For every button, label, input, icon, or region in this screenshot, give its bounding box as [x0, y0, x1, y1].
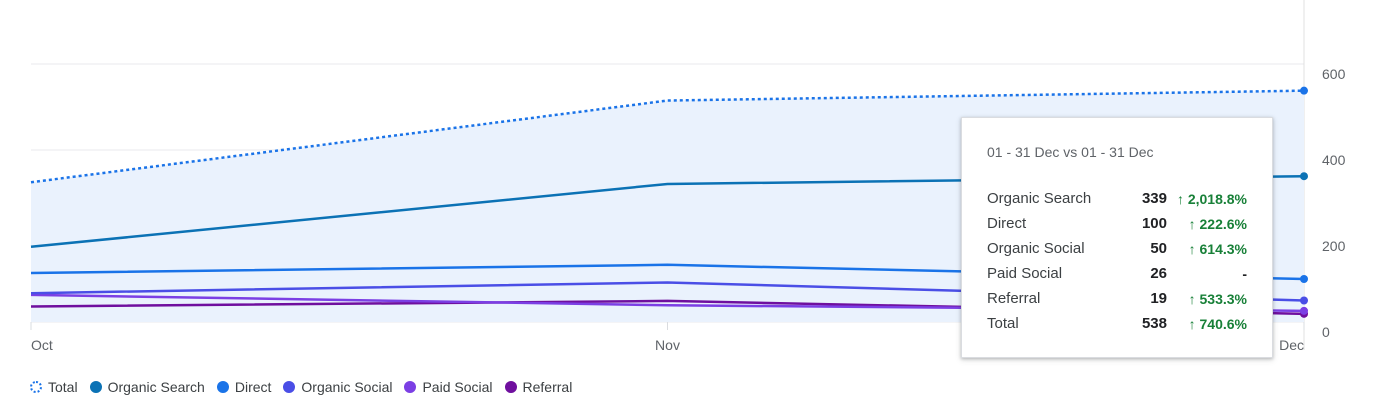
legend: Total Organic Search Direct Organic Soci… — [30, 376, 572, 398]
tooltip-row: Direct 100 ↑ 222.6% — [987, 211, 1247, 236]
series-point-paid-social — [1300, 306, 1308, 315]
tooltip-row-name: Direct — [987, 215, 1027, 232]
series-point-organic-search — [1300, 172, 1308, 181]
tooltip-row-change: ↑ 222.6% — [1188, 215, 1247, 232]
tooltip-row-value: 100 — [1141, 215, 1167, 232]
tooltip-title: 01 - 31 Dec vs 01 - 31 Dec — [987, 144, 1154, 160]
tooltip-row-change: ↑ 2,018.8% — [1176, 190, 1247, 207]
legend-dot-icon — [283, 381, 296, 393]
legend-dot-icon — [404, 381, 417, 393]
y-tick-label: 400 — [1322, 152, 1346, 168]
legend-item-referral[interactable]: Referral — [504, 379, 573, 395]
series-point-total — [1300, 86, 1308, 95]
tooltip-row-change: - — [1242, 265, 1247, 282]
legend-label: Direct — [234, 379, 272, 395]
tooltip-row: Referral 19 ↑ 533.3% — [987, 286, 1247, 311]
legend-label: Organic Social — [301, 379, 393, 395]
chart-tooltip: 01 - 31 Dec vs 01 - 31 Dec Organic Searc… — [961, 117, 1273, 358]
tooltip-row-value: 339 — [1141, 190, 1167, 207]
tooltip-row-name: Organic Social — [987, 240, 1085, 257]
tooltip-rows: Organic Search 339 ↑ 2,018.8% Direct 100 ↑ 22… — [987, 186, 1247, 336]
tooltip-row-value: 26 — [1150, 265, 1167, 282]
y-tick-label: 200 — [1322, 238, 1346, 254]
legend-item-paid-social[interactable]: Paid Social — [404, 379, 493, 395]
legend-label: Paid Social — [422, 379, 493, 395]
y-axis-ticks: 0 200 400 600 — [1322, 66, 1346, 340]
tooltip-row-value: 538 — [1141, 315, 1167, 332]
legend-dot-icon — [30, 381, 42, 393]
tooltip-row-value: 50 — [1150, 240, 1167, 257]
y-tick-label: 600 — [1322, 66, 1346, 82]
legend-item-direct[interactable]: Direct — [216, 379, 272, 395]
tooltip-row: Paid Social 26 - — [987, 261, 1247, 286]
series-point-direct — [1300, 275, 1308, 283]
legend-item-organic-search[interactable]: Organic Search — [89, 379, 205, 395]
tooltip-row: Total 538 ↑ 740.6% — [987, 311, 1247, 336]
y-tick-label: 0 — [1322, 324, 1330, 340]
tooltip-row: Organic Social 50 ↑ 614.3% — [987, 236, 1247, 261]
tooltip-row-name: Total — [987, 315, 1019, 332]
legend-dot-icon — [504, 381, 517, 393]
legend-item-organic-social[interactable]: Organic Social — [283, 379, 392, 395]
legend-label: Referral — [522, 379, 573, 395]
legend-dot-icon — [216, 381, 229, 393]
tooltip-row-change: ↑ 740.6% — [1188, 315, 1247, 332]
series-point-organic-social — [1300, 296, 1308, 305]
x-tick-label: Nov — [655, 337, 680, 353]
tooltip-row-change: ↑ 614.3% — [1188, 240, 1247, 257]
x-tick-label: Dec — [1279, 337, 1304, 353]
x-tick-label: Oct — [31, 337, 53, 353]
tooltip-row-name: Referral — [987, 290, 1041, 307]
tooltip-row-value: 19 — [1150, 290, 1167, 307]
legend-label: Total — [48, 379, 78, 395]
tooltip-row-change: ↑ 533.3% — [1188, 290, 1247, 307]
tooltip-row: Organic Search 339 ↑ 2,018.8% — [987, 186, 1247, 211]
tooltip-row-name: Organic Search — [987, 190, 1092, 207]
x-axis-ticks: Oct Nov Dec — [31, 337, 1304, 353]
legend-item-total[interactable]: Total — [30, 379, 78, 395]
legend-dot-icon — [89, 381, 102, 393]
series-endpoints — [1300, 86, 1308, 318]
legend-label: Organic Search — [107, 379, 205, 395]
tooltip-row-name: Paid Social — [987, 265, 1063, 282]
